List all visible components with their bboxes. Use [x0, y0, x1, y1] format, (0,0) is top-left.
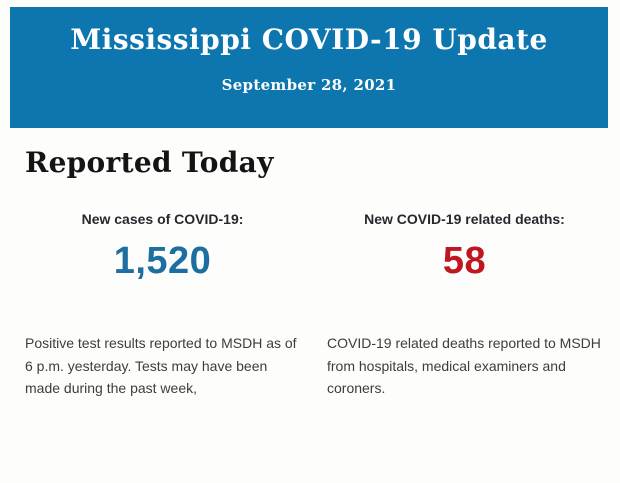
stat-card-new-cases: New cases of COVID-19: 1,520 Positive te… [25, 211, 300, 400]
stat-label-deaths: New COVID-19 related deaths: [364, 211, 565, 227]
newsletter-title: Mississippi COVID-19 Update [70, 23, 548, 56]
header-banner: Mississippi COVID-19 Update September 28… [10, 7, 608, 128]
stat-value-deaths: 58 [442, 240, 487, 282]
stat-description-new-cases: Positive test results reported to MSDH a… [25, 335, 297, 396]
report-section: Reported Today New cases of COVID-19: 1,… [0, 128, 620, 400]
newsletter-date: September 28, 2021 [221, 76, 397, 94]
stat-value-new-cases: 1,520 [113, 240, 212, 282]
page-title: Reported Today [25, 146, 274, 179]
stat-card-deaths: New COVID-19 related deaths: 58 COVID-19… [327, 211, 602, 400]
stat-description-deaths: COVID-19 related deaths reported to MSDH… [327, 335, 601, 396]
stats-row: New cases of COVID-19: 1,520 Positive te… [25, 211, 602, 400]
stat-label-new-cases: New cases of COVID-19: [81, 211, 244, 227]
